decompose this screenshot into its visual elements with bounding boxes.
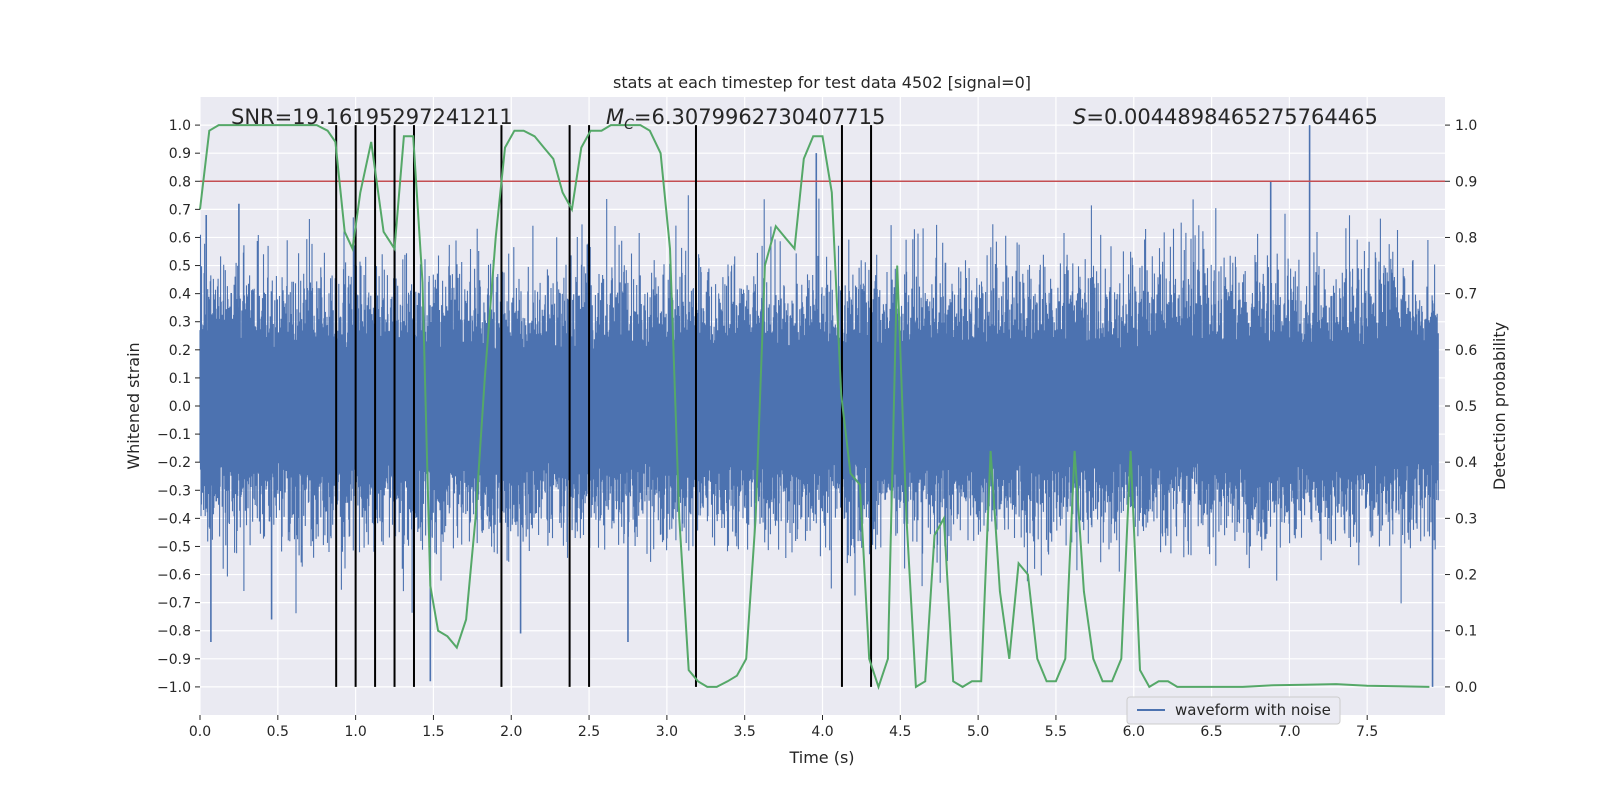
y-right-tick-label: 0.2 bbox=[1455, 568, 1477, 584]
y-left-tick-label: 1.0 bbox=[169, 118, 191, 134]
x-tick-label: 0.5 bbox=[267, 724, 289, 740]
y-right-tick-label: 0.1 bbox=[1455, 624, 1477, 640]
y-left-tick-label: 0.0 bbox=[169, 399, 191, 415]
x-tick-label: 0.0 bbox=[189, 724, 211, 740]
vertical-markers bbox=[335, 125, 873, 687]
waveform-series bbox=[199, 125, 1439, 687]
y-left-tick-label: 0.5 bbox=[169, 259, 191, 275]
waveform-noise-path bbox=[199, 195, 1439, 614]
y-left-tick-label: −0.2 bbox=[157, 455, 191, 471]
chirp-mass-value: =6.3079962730407715 bbox=[634, 105, 885, 129]
s-symbol: S bbox=[1073, 105, 1086, 129]
y-left-tick-label: 0.7 bbox=[169, 202, 191, 218]
y-left-tick-label: 0.2 bbox=[169, 343, 191, 359]
y-left-axis-ticks: 1.0 0.9 0.8 0.7 0.6 0.5 0.4 0.3 0.2 0.1 0.0 −0.1 −0.… bbox=[157, 118, 200, 696]
legend-waveform-label: waveform with noise bbox=[1175, 701, 1331, 719]
chart-title: stats at each timestep for test data 450… bbox=[613, 73, 1031, 92]
y-left-tick-label: 0.4 bbox=[169, 287, 191, 303]
y-left-tick-label: −0.4 bbox=[157, 511, 191, 527]
x-tick-label: 5.5 bbox=[1045, 724, 1067, 740]
x-tick-label: 4.5 bbox=[889, 724, 911, 740]
legend: waveform with noise bbox=[1126, 696, 1341, 725]
y-left-tick-label: 0.6 bbox=[169, 230, 191, 246]
y-left-tick-label: −0.9 bbox=[157, 652, 191, 668]
probability-series bbox=[199, 124, 1430, 691]
y-left-tick-label: −0.8 bbox=[157, 624, 191, 640]
x-tick-label: 3.0 bbox=[656, 724, 678, 740]
y-right-tick-label: 0.7 bbox=[1455, 287, 1477, 303]
x-tick-label: 2.5 bbox=[578, 724, 600, 740]
x-tick-label: 6.0 bbox=[1123, 724, 1145, 740]
x-tick-label: 7.0 bbox=[1278, 724, 1300, 740]
x-tick-label: 1.0 bbox=[344, 724, 366, 740]
y-left-tick-label: 0.8 bbox=[169, 174, 191, 190]
x-axis-label: Time (s) bbox=[788, 748, 854, 767]
y-left-tick-label: −0.6 bbox=[157, 568, 191, 584]
x-tick-label: 3.5 bbox=[734, 724, 756, 740]
y-left-tick-label: −0.7 bbox=[157, 596, 191, 612]
y-right-tick-label: 0.6 bbox=[1455, 343, 1477, 359]
x-tick-label: 4.0 bbox=[811, 724, 833, 740]
y-left-axis-label: Whitened strain bbox=[124, 342, 143, 469]
y-right-axis-label: Detection probability bbox=[1490, 322, 1509, 490]
s-value: =0.0044898465275764465 bbox=[1086, 105, 1378, 129]
y-right-tick-label: 0.8 bbox=[1455, 230, 1477, 246]
x-tick-label: 7.5 bbox=[1356, 724, 1378, 740]
y-right-tick-label: 0.9 bbox=[1455, 174, 1477, 190]
x-axis-ticks: 0.0 0.5 1.0 1.5 2.0 2.5 3.0 3.5 4.0 4.5 5.0 5.5 6.0 6… bbox=[189, 715, 1378, 740]
y-left-tick-label: 0.1 bbox=[169, 371, 191, 387]
s-annotation: S=0.0044898465275764465 bbox=[1073, 105, 1378, 129]
snr-annotation: SNR=19.16195297241211 bbox=[231, 105, 513, 129]
probability-line bbox=[199, 124, 1430, 691]
x-tick-label: 1.5 bbox=[422, 724, 444, 740]
chirp-mass-symbol: M bbox=[606, 105, 624, 129]
y-right-tick-label: 0.0 bbox=[1455, 680, 1477, 696]
y-left-tick-label: −0.1 bbox=[157, 427, 191, 443]
legend-box bbox=[1126, 696, 1341, 725]
x-tick-label: 5.0 bbox=[967, 724, 989, 740]
chirp-mass-annotation: MC=6.3079962730407715 bbox=[606, 105, 885, 133]
y-right-tick-label: 0.3 bbox=[1455, 511, 1477, 527]
y-right-tick-label: 1.0 bbox=[1455, 118, 1477, 134]
chirp-mass-subscript: C bbox=[624, 117, 634, 133]
y-left-tick-label: −0.5 bbox=[157, 539, 191, 555]
y-left-tick-label: −1.0 bbox=[157, 680, 191, 696]
x-tick-label: 2.0 bbox=[500, 724, 522, 740]
y-right-tick-label: 0.4 bbox=[1455, 455, 1477, 471]
y-right-axis-ticks: 1.0 0.9 0.8 0.7 0.6 0.5 0.4 0.3 0.2 0.1 0.0 bbox=[1445, 118, 1477, 696]
y-left-tick-label: −0.3 bbox=[157, 483, 191, 499]
y-right-tick-label: 0.5 bbox=[1455, 399, 1477, 415]
y-left-tick-label: 0.3 bbox=[169, 315, 191, 331]
x-tick-label: 6.5 bbox=[1200, 724, 1222, 740]
y-left-tick-label: 0.9 bbox=[169, 146, 191, 162]
